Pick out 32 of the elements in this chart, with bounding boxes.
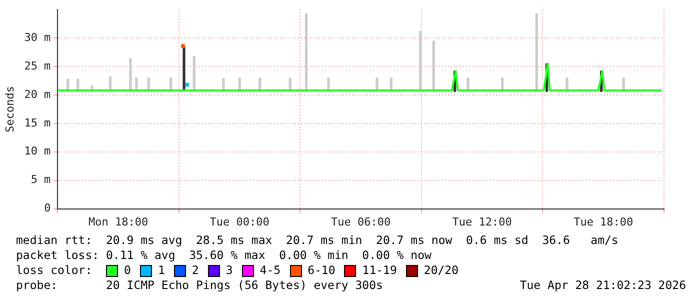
bar — [129, 58, 132, 92]
y-axis-title: Seconds — [3, 86, 16, 132]
y-tick-label: 10 m — [24, 144, 52, 158]
text: Tue Apr 28 21:02:23 2026 — [520, 278, 686, 293]
bar — [432, 40, 435, 92]
x-tick-label: Tue 12:00 — [452, 215, 512, 228]
y-tick-label: 20 m — [24, 88, 52, 101]
legend-title: loss color: — [16, 263, 94, 278]
bar — [419, 30, 422, 92]
bar — [182, 46, 186, 91]
x-tick-label: Tue 00:00 — [210, 215, 270, 228]
legend-label: 4-5 — [260, 263, 281, 278]
legend-label: 2 — [192, 263, 199, 278]
text: packet loss: 0.11 % avg 35.60 % max 0.00 % min 0.00 % now — [16, 248, 432, 263]
legend-label: 0 — [124, 263, 131, 278]
bar — [304, 13, 308, 92]
y-tick-label: 25 m — [24, 59, 52, 72]
y-tick-label: 15 m — [24, 116, 52, 130]
text: probe: 20 ICMP Echo Pings (56 Bytes) every 300s — [16, 278, 383, 293]
legend-label: 1 — [158, 263, 165, 278]
legend-label: 3 — [226, 263, 233, 278]
y-tick-label: 5 m — [30, 173, 52, 186]
legend-label: 11-19 — [362, 263, 397, 278]
legend-label: 6-10 — [308, 263, 336, 278]
x-tick-label: Tue 18:00 — [574, 215, 634, 228]
text: median rtt: 20.9 ms avg 28.5 ms max 20.7 ms min 20.7 ms now 0.6 ms sd 36.6 am/s — [16, 233, 620, 248]
bar — [535, 13, 538, 92]
x-tick-label: Tue 06:00 — [331, 215, 391, 228]
legend-label: 20/20 — [424, 263, 459, 278]
x-tick-label: Mon 18:00 — [88, 215, 148, 228]
y-tick-label: 0 — [44, 202, 51, 215]
y-tick-label: 30 m — [24, 30, 52, 44]
